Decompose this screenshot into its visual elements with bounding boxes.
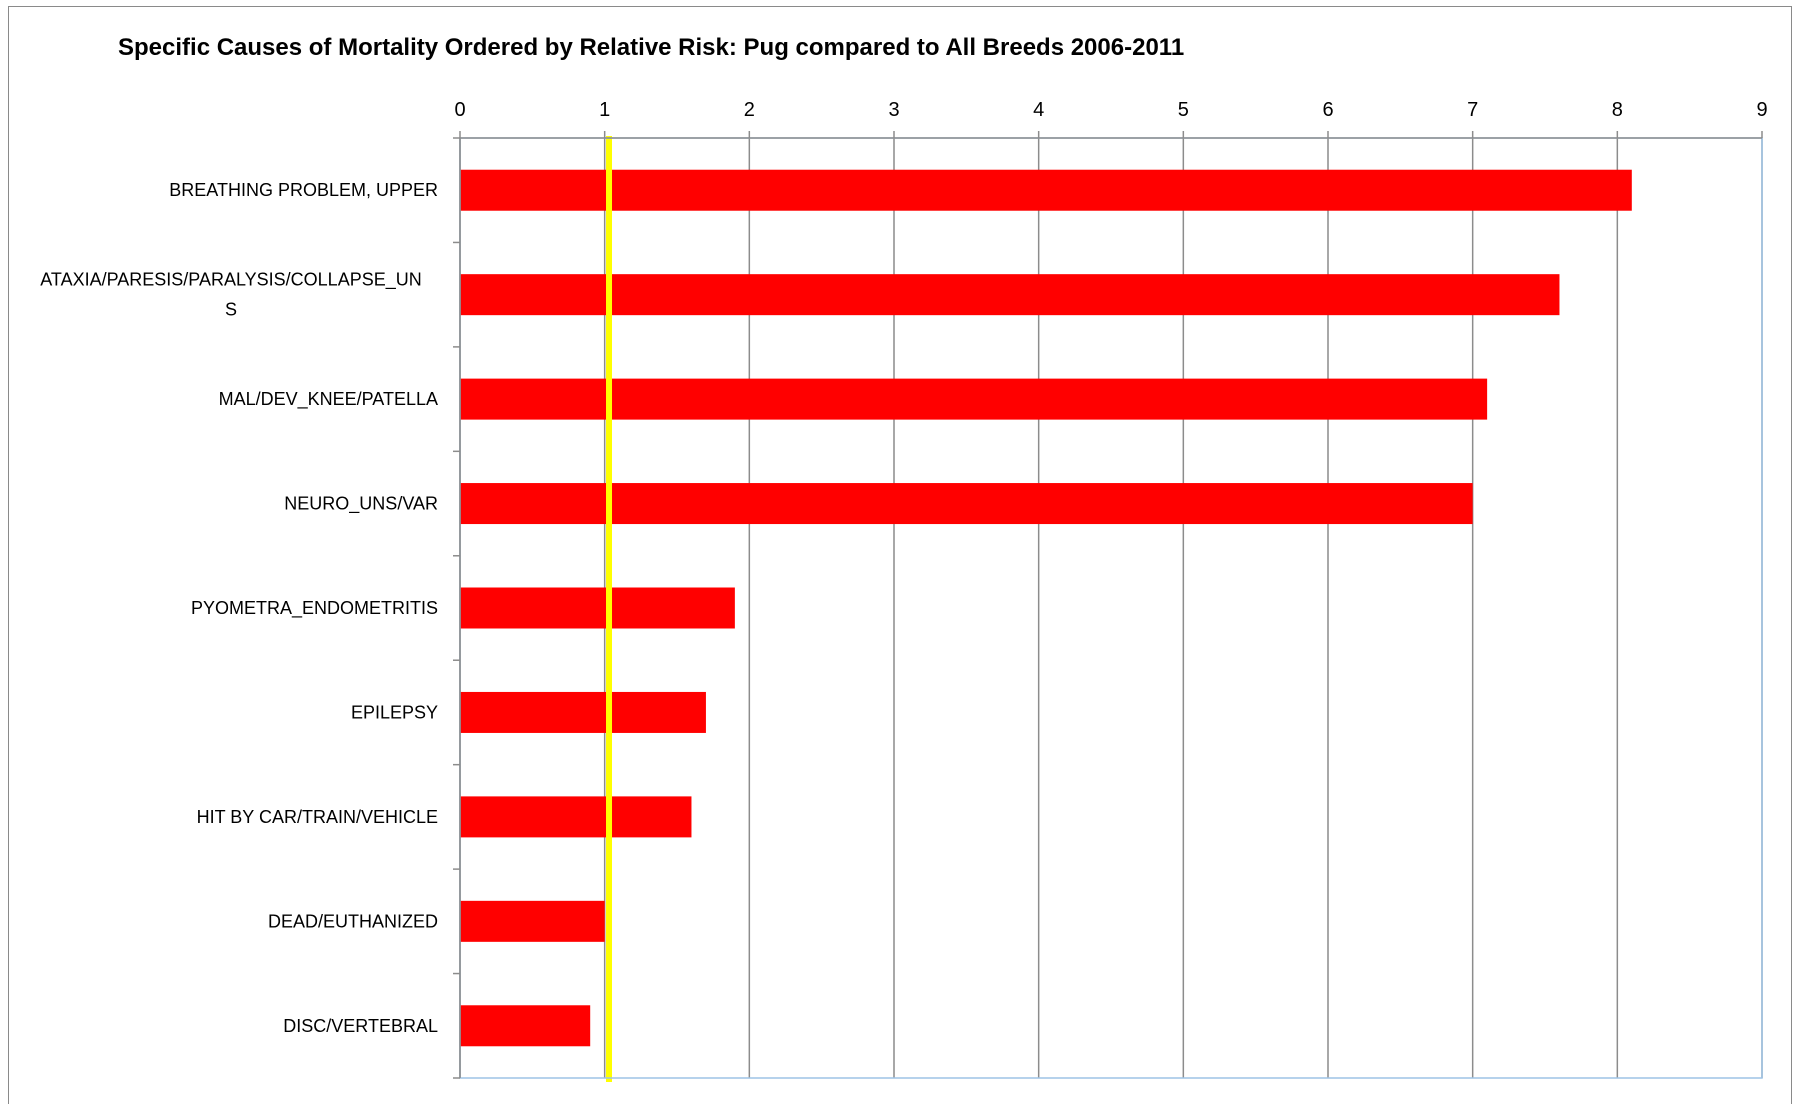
x-tick-label: 5 [1178, 99, 1189, 121]
category-label: DEAD/EUTHANIZED [268, 911, 438, 931]
x-tick-label: 4 [1033, 99, 1044, 121]
category-label: BREATHING PROBLEM, UPPER [169, 180, 438, 200]
category-label: NEURO_UNS/VAR [284, 494, 438, 515]
bar [460, 274, 1560, 316]
axes [453, 131, 1763, 1079]
x-tick-label: 7 [1467, 99, 1478, 121]
bar [460, 900, 605, 942]
category-label: S [225, 300, 237, 320]
bar [460, 691, 706, 733]
category-label: PYOMETRA_ENDOMETRITIS [191, 598, 438, 619]
bar [460, 1005, 591, 1047]
bar [460, 483, 1473, 525]
category-label: DISC/VERTEBRAL [283, 1016, 438, 1036]
x-tick-label: 0 [454, 99, 465, 121]
category-label: ATAXIA/PARESIS/PARALYSIS/COLLAPSE_UN [40, 270, 421, 291]
x-tick-label: 3 [888, 99, 899, 121]
bar [460, 378, 1488, 420]
category-label: EPILEPSY [351, 702, 438, 722]
category-label: MAL/DEV_KNEE/PATELLA [219, 389, 438, 410]
x-tick-label: 6 [1322, 99, 1333, 121]
category-labels: BREATHING PROBLEM, UPPER ATAXIA/PARESIS/P… [40, 180, 438, 1036]
x-tick-label: 1 [599, 99, 610, 121]
x-tick-label: 2 [744, 99, 755, 121]
x-tick-label: 8 [1612, 99, 1623, 121]
bar [460, 169, 1632, 211]
x-tick-labels: 0 1 2 3 4 5 6 7 8 9 [454, 99, 1767, 121]
x-tick-label: 9 [1756, 99, 1767, 121]
bar [460, 587, 735, 629]
chart-title: Specific Causes of Mortality Ordered by … [118, 34, 1185, 61]
bar [460, 796, 692, 838]
bars [460, 169, 1632, 1047]
category-label: HIT BY CAR/TRAIN/VEHICLE [197, 807, 438, 827]
